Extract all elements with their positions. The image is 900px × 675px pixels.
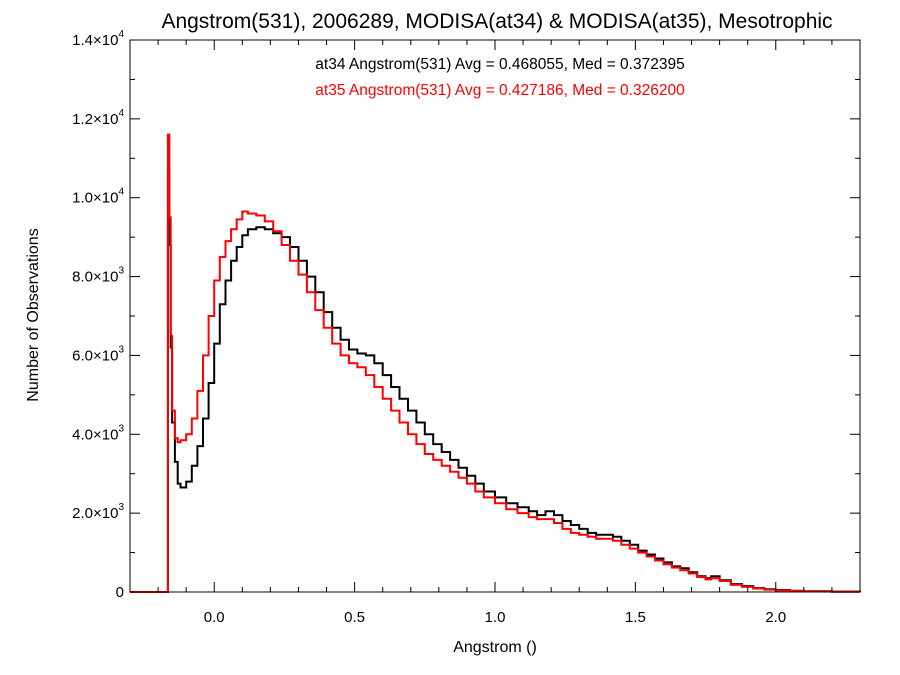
y-tick-label: 2.0×103 <box>72 502 124 522</box>
y-axis-label: Number of Observations <box>25 228 42 401</box>
x-tick-label: 0.0 <box>204 609 225 626</box>
y-tick-exponent: 4 <box>118 108 124 119</box>
y-tick-label: 4.0×103 <box>72 423 124 443</box>
y-tick-label: 1.0×104 <box>72 187 124 207</box>
y-tick-mantissa: 6.0×10 <box>72 347 118 364</box>
y-tick-mantissa: 2.0×10 <box>72 505 118 522</box>
x-tick-label: 1.0 <box>485 609 506 626</box>
series-line-at35 <box>130 133 861 593</box>
y-tick-label: 6.0×103 <box>72 344 124 364</box>
axes-layer: 0.0 0.5 1.0 1.5 2.002.0×1034.0×1036.0×1038.0… <box>72 29 861 626</box>
x-tick-label: 1.5 <box>625 609 646 626</box>
y-tick-exponent: 4 <box>118 29 124 40</box>
y-tick-exponent: 3 <box>118 266 124 277</box>
legend-entry-at35: at35 Angstrom(531) Avg = 0.427186, Med =… <box>315 82 685 99</box>
y-tick-exponent: 4 <box>118 187 124 198</box>
series-line-at34 <box>130 169 861 593</box>
series-layer <box>130 133 861 593</box>
y-tick-mantissa: 8.0×10 <box>72 269 118 286</box>
legend: at34 Angstrom(531) Avg = 0.468055, Med =… <box>315 56 685 99</box>
y-tick-mantissa: 1.0×10 <box>72 190 118 207</box>
y-tick-exponent: 3 <box>118 502 124 513</box>
y-tick-label: 0 <box>116 584 124 601</box>
y-tick-label: 8.0×103 <box>72 266 124 286</box>
y-tick-mantissa: 0 <box>116 584 124 601</box>
chart-title: Angstrom(531), 2006289, MODISA(at34) & M… <box>161 10 832 33</box>
y-tick-mantissa: 1.2×10 <box>72 111 118 128</box>
y-tick-label: 1.2×104 <box>72 108 124 128</box>
y-tick-mantissa: 1.4×10 <box>72 32 118 49</box>
x-tick-label: 0.5 <box>344 609 365 626</box>
y-tick-exponent: 3 <box>118 423 124 434</box>
y-tick-exponent: 3 <box>118 344 124 355</box>
y-tick-label: 1.4×104 <box>72 29 124 49</box>
x-axis-label: Angstrom () <box>453 639 537 656</box>
x-tick-label: 2.0 <box>765 609 786 626</box>
legend-entry-at34: at34 Angstrom(531) Avg = 0.468055, Med =… <box>315 56 684 73</box>
y-tick-mantissa: 4.0×10 <box>72 426 118 443</box>
